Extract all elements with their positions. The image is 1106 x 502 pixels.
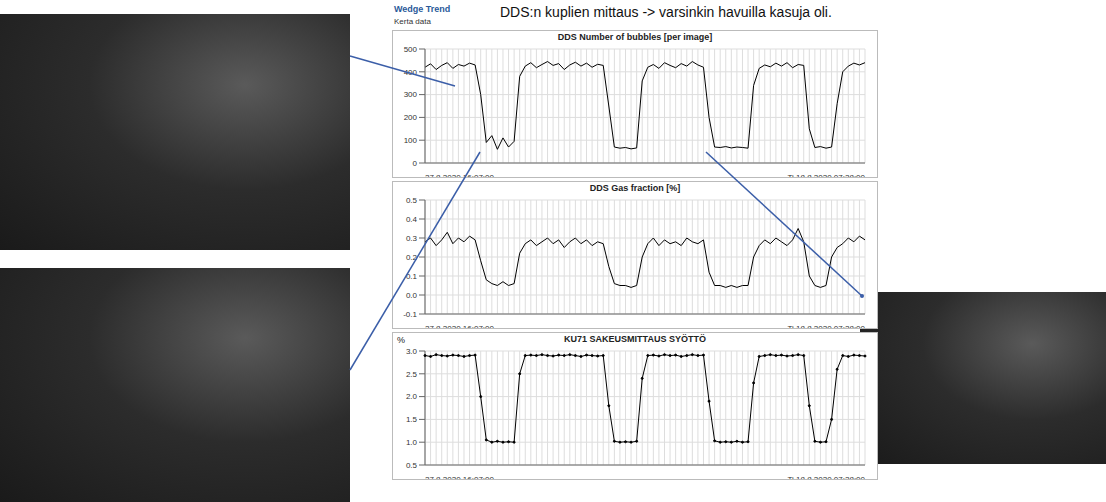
svg-text:27.8.2020 16:07:00: 27.8.2020 16:07:00 [425, 324, 495, 328]
svg-text:3.0: 3.0 [406, 347, 418, 356]
svg-text:Ti 18.8.2020 07:28:00: Ti 18.8.2020 07:28:00 [787, 324, 865, 328]
svg-text:Ti 18.8.2020 07:28:00: Ti 18.8.2020 07:28:00 [787, 475, 865, 479]
svg-text:400: 400 [404, 68, 418, 77]
svg-text:0.5: 0.5 [406, 461, 418, 470]
svg-text:0.1: 0.1 [406, 272, 418, 281]
svg-text:1.0: 1.0 [406, 438, 418, 447]
svg-text:0.0: 0.0 [406, 291, 418, 300]
html-text:DDS Number of bubbles [per ima: DDS Number of bubbles [per image] [557, 32, 713, 42]
svg-text:0.5: 0.5 [406, 196, 418, 205]
svg-text:27.8.2020 16:07:00: 27.8.2020 16:07:00 [425, 173, 495, 177]
svg-text:300: 300 [404, 90, 418, 99]
svg-text:100: 100 [404, 136, 418, 145]
svg-text:200: 200 [404, 113, 418, 122]
svg-text:0: 0 [413, 159, 418, 168]
svg-text:2.5: 2.5 [406, 370, 418, 379]
svg-text:Ti 18.8.2020 07:28:00: Ti 18.8.2020 07:28:00 [787, 173, 865, 177]
html-text:Wedge Trend: Wedge Trend [394, 4, 451, 14]
html-text:DDS:n kuplien mittaus -> varsi: DDS:n kuplien mittaus -> varsinkin havui… [500, 4, 832, 20]
svg-text:27.8.2020 16:07:00: 27.8.2020 16:07:00 [425, 475, 495, 479]
svg-text:-0.1: -0.1 [403, 310, 417, 319]
html-text:KU71 SAKEUSMITTAUS SYÖTTÖ: KU71 SAKEUSMITTAUS SYÖTTÖ [564, 334, 706, 344]
svg-text:2.0: 2.0 [406, 392, 418, 401]
svg-text:1.5: 1.5 [406, 415, 418, 424]
html-text:DDS Gas fraction [%]: DDS Gas fraction [%] [589, 183, 681, 193]
html-text:Kerta data: Kerta data [394, 17, 431, 26]
svg-text:0.3: 0.3 [406, 234, 418, 243]
svg-text:0.4: 0.4 [406, 215, 418, 224]
svg-text:500: 500 [404, 45, 418, 54]
svg-text:0.2: 0.2 [406, 253, 418, 262]
